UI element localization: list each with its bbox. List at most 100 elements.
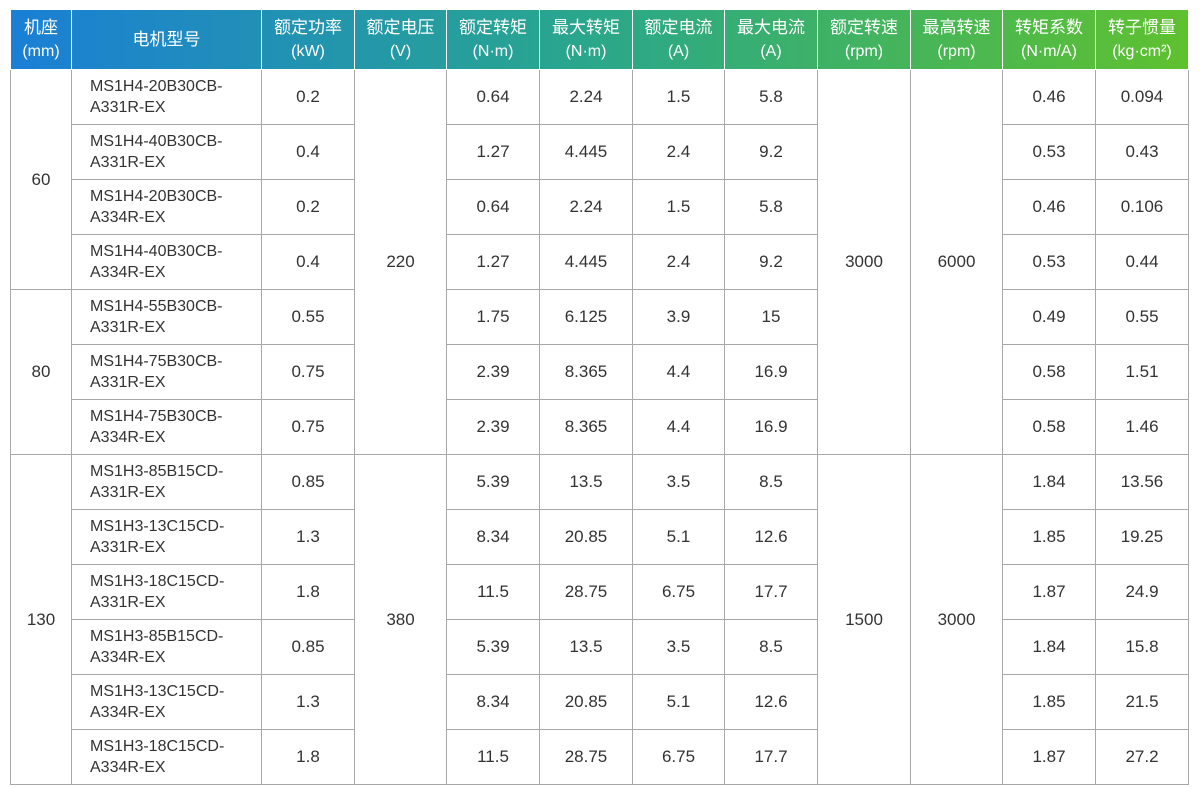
header-cell: 最大转矩 (N·m)	[539, 9, 633, 70]
motor-model-line: MS1H3-85B15CD-	[90, 463, 224, 480]
table-row: MS1H3-18C15CD- A334R-EX 1.8 11.5 28.75 6.75 17…	[11, 729, 1189, 785]
rated-power-cell: 0.75	[261, 399, 355, 455]
rated-power-cell: 0.55	[261, 289, 355, 345]
rated-current-cell: 4.4	[632, 399, 725, 455]
rotor-inertia-cell: 24.9	[1095, 564, 1189, 620]
torque-coefficient-cell: 0.53	[1002, 234, 1096, 290]
header-cell: 电机型号	[71, 9, 262, 70]
rotor-inertia-cell: 0.094	[1095, 69, 1189, 125]
table-row: MS1H3-13C15CD- A331R-EX 1.3 8.34 20.85 5.1 12.…	[11, 509, 1189, 565]
table-row: 80 MS1H4-55B30CB- A331R-EX 0.55 1.75 6.125 3.9…	[10, 289, 1189, 455]
header-cell: 转子惯量 (kg·cm²)	[1095, 9, 1189, 70]
motor-model-cell: MS1H4-75B30CB- A331R-EX	[71, 344, 262, 400]
torque-coefficient-cell: 0.58	[1002, 399, 1096, 455]
motor-model-line: A334R-EX	[90, 264, 166, 281]
max-torque-cell: 20.85	[539, 674, 633, 730]
max-current-cell: 8.5	[724, 619, 818, 675]
header-cell: 额定电压 (V)	[354, 9, 447, 70]
max-torque-cell: 13.5	[539, 619, 633, 675]
max-current-cell: 12.6	[724, 674, 818, 730]
max-torque-cell: 13.5	[539, 454, 633, 510]
motor-model-cell: MS1H3-18C15CD- A334R-EX	[71, 729, 262, 785]
frame-size-cell: 60	[10, 69, 72, 290]
max-torque-cell: 28.75	[539, 564, 633, 620]
max-speed-cell: 6000	[910, 69, 1003, 455]
header-cell: 机座 (mm)	[10, 9, 72, 70]
max-torque-cell: 2.24	[539, 179, 633, 235]
table-body: 60 MS1H4-20B30CB- A331R-EX 0.2 220 0.64 2.24 1.…	[10, 69, 1189, 785]
motor-spec-table: 机座 (mm) 电机型号 额定功率 (kW) 额定电压 (V) 额定转矩 (N·m) 最大转矩 (N…	[10, 9, 1189, 785]
max-torque-cell: 8.365	[539, 344, 633, 400]
max-torque-cell: 2.24	[539, 69, 633, 125]
rotor-inertia-cell: 15.8	[1095, 619, 1189, 675]
header-cell: 额定转矩 (N·m)	[446, 9, 540, 70]
motor-model-line: MS1H4-40B30CB-	[90, 133, 223, 150]
max-torque-cell: 4.445	[539, 124, 633, 180]
rotor-inertia-cell: 0.55	[1095, 289, 1189, 345]
rotor-inertia-cell: 27.2	[1095, 729, 1189, 785]
header-cell: 额定电流 (A)	[632, 9, 725, 70]
header-label: 最高转速	[922, 17, 991, 37]
motor-model-line: MS1H3-85B15CD-	[90, 628, 224, 645]
rated-power-cell: 0.4	[261, 234, 355, 290]
header-cell: 最高转速 (rpm)	[910, 9, 1003, 70]
header-unit: (V)	[389, 42, 412, 60]
torque-coefficient-cell: 0.49	[1002, 289, 1096, 345]
rated-current-cell: 5.1	[632, 674, 725, 730]
torque-coefficient-cell: 0.58	[1002, 344, 1096, 400]
header-label: 额定功率	[274, 17, 342, 37]
rated-speed-cell: 3000	[817, 69, 911, 455]
max-current-cell: 5.8	[724, 179, 818, 235]
header-label: 转子惯量	[1108, 17, 1176, 37]
rotor-inertia-cell: 19.25	[1095, 509, 1189, 565]
rated-voltage-cell: 380	[354, 454, 447, 785]
rated-torque-cell: 5.39	[446, 454, 540, 510]
rated-torque-cell: 5.39	[446, 619, 540, 675]
rated-current-cell: 6.75	[632, 564, 725, 620]
max-torque-cell: 8.365	[539, 399, 633, 455]
motor-model-line: MS1H3-13C15CD-	[90, 518, 225, 535]
table-row: MS1H4-40B30CB- A331R-EX 0.4 1.27 4.445 2.4 9.2…	[11, 124, 1189, 180]
table-header-row: 机座 (mm) 电机型号 额定功率 (kW) 额定电压 (V) 额定转矩 (N·m) 最大转矩 (N…	[10, 9, 1189, 70]
table-row: MS1H3-13C15CD- A334R-EX 1.3 8.34 20.85 5.1 12.…	[11, 674, 1189, 730]
motor-model-line: MS1H3-18C15CD-	[90, 573, 225, 590]
table-row: MS1H4-20B30CB- A334R-EX 0.2 0.64 2.24 1.5 5.8 0…	[11, 179, 1189, 235]
rated-power-cell: 1.8	[261, 729, 355, 785]
motor-model-cell: MS1H3-18C15CD- A331R-EX	[71, 564, 262, 620]
rated-speed-cell: 1500	[817, 454, 911, 785]
header-unit: (A)	[667, 42, 690, 60]
torque-coefficient-cell: 0.46	[1002, 69, 1096, 125]
motor-model-cell: MS1H3-85B15CD- A334R-EX	[71, 619, 262, 675]
table-row: 60 MS1H4-20B30CB- A331R-EX 0.2 220 0.64 2.24 1.…	[10, 69, 1189, 455]
rated-current-cell: 2.4	[632, 124, 725, 180]
rated-power-cell: 0.2	[261, 69, 355, 125]
max-current-cell: 12.6	[724, 509, 818, 565]
rotor-inertia-cell: 21.5	[1095, 674, 1189, 730]
motor-model-line: MS1H4-75B30CB-	[90, 408, 223, 425]
motor-model-line: A334R-EX	[90, 704, 166, 721]
torque-coefficient-cell: 1.87	[1002, 564, 1096, 620]
torque-coefficient-cell: 1.84	[1002, 619, 1096, 675]
rated-torque-cell: 0.64	[446, 69, 540, 125]
max-current-cell: 16.9	[724, 399, 818, 455]
rated-torque-cell: 11.5	[446, 729, 540, 785]
rated-power-cell: 0.85	[261, 454, 355, 510]
max-current-cell: 9.2	[724, 234, 818, 290]
motor-model-line: A334R-EX	[90, 649, 166, 666]
rated-current-cell: 4.4	[632, 344, 725, 400]
rated-power-cell: 0.4	[261, 124, 355, 180]
torque-coefficient-cell: 1.85	[1002, 674, 1096, 730]
header-cell: 最大电流 (A)	[724, 9, 818, 70]
rated-current-cell: 6.75	[632, 729, 725, 785]
torque-coefficient-cell: 1.84	[1002, 454, 1096, 510]
rated-power-cell: 0.75	[261, 344, 355, 400]
torque-coefficient-cell: 0.46	[1002, 179, 1096, 235]
rotor-inertia-cell: 13.56	[1095, 454, 1189, 510]
motor-model-line: A331R-EX	[90, 539, 166, 556]
motor-model-line: MS1H4-40B30CB-	[90, 243, 223, 260]
max-current-cell: 17.7	[724, 564, 818, 620]
motor-model-line: A331R-EX	[90, 374, 166, 391]
rated-current-cell: 1.5	[632, 179, 725, 235]
motor-model-line: A331R-EX	[90, 319, 166, 336]
motor-model-line: MS1H4-55B30CB-	[90, 298, 223, 315]
